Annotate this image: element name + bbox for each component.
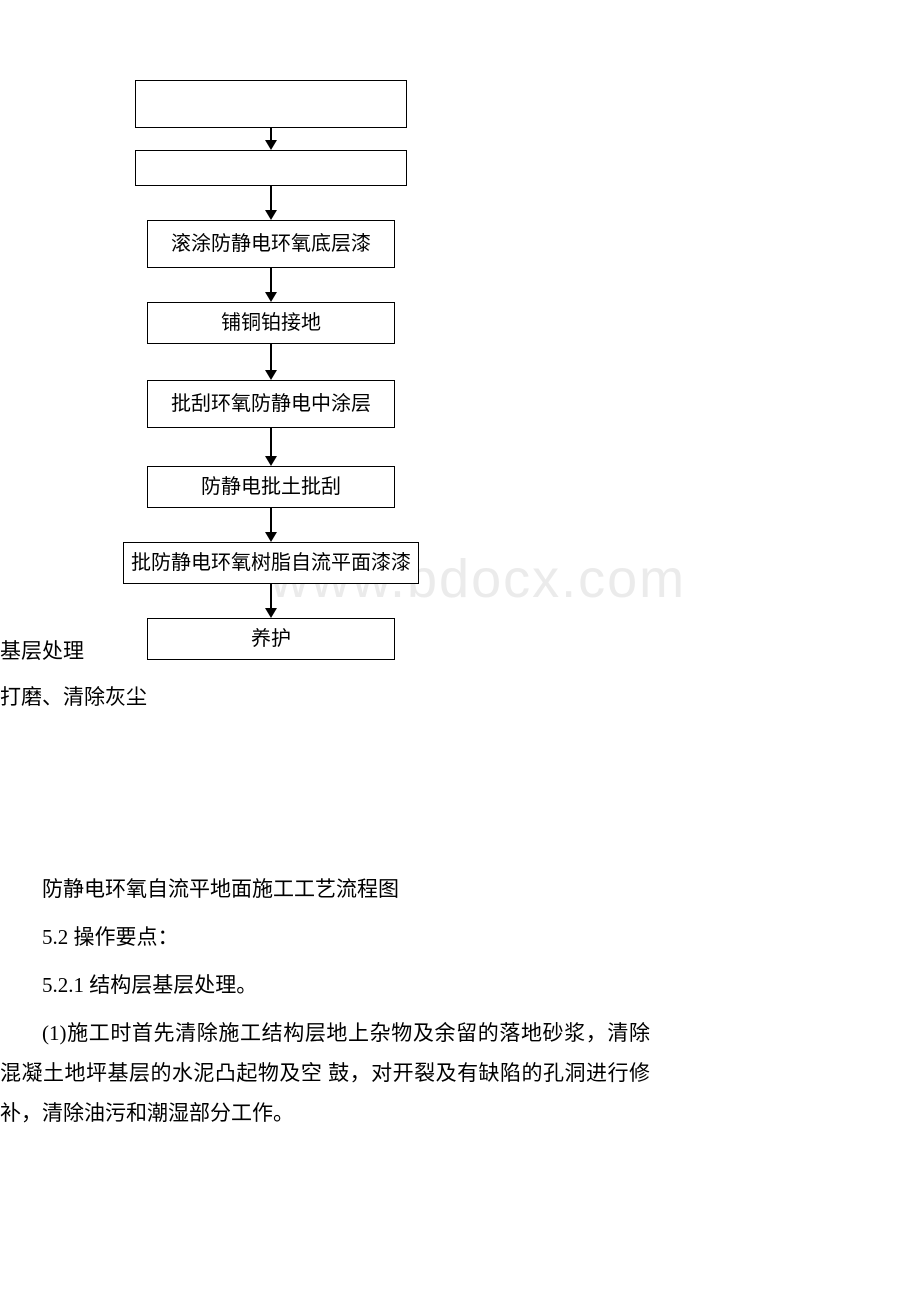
arrow-head-3 (265, 292, 277, 302)
arrow-head-6 (265, 532, 277, 542)
text-line-4: 5.2 操作要点： (0, 918, 179, 958)
flow-box-6: 防静电批土批刮 (147, 466, 395, 508)
arrow-line-3 (270, 268, 272, 294)
flow-box-7: 批防静电环氧树脂自流平面漆漆 (123, 542, 419, 584)
flow-box-4: 铺铜铂接地 (147, 302, 395, 344)
arrow-line-7 (270, 584, 272, 610)
flow-box-8: 养护 (147, 618, 395, 660)
arrow-head-5 (265, 456, 277, 466)
arrow-line-6 (270, 508, 272, 534)
flow-box-1 (135, 80, 407, 128)
text-line-1: 基层处理 (0, 632, 84, 672)
arrow-head-4 (265, 370, 277, 380)
arrow-head-2 (265, 210, 277, 220)
flow-box-2 (135, 150, 407, 186)
arrow-line-2 (270, 186, 272, 212)
text-line-3: 防静电环氧自流平地面施工工艺流程图 (0, 870, 399, 910)
flow-box-3: 滚涂防静电环氧底层漆 (147, 220, 395, 268)
arrow-head-7 (265, 608, 277, 618)
text-line-6: (1)施工时首先清除施工结构层地上杂物及余留的落地砂浆，清除混凝土地坪基层的水泥… (0, 1014, 650, 1134)
text-line-5: 5.2.1 结构层基层处理。 (0, 966, 257, 1006)
arrow-head-1 (265, 140, 277, 150)
text-line-2: 打磨、清除灰尘 (0, 678, 147, 718)
flow-box-5: 批刮环氧防静电中涂层 (147, 380, 395, 428)
arrow-line-5 (270, 428, 272, 458)
arrow-line-4 (270, 344, 272, 372)
